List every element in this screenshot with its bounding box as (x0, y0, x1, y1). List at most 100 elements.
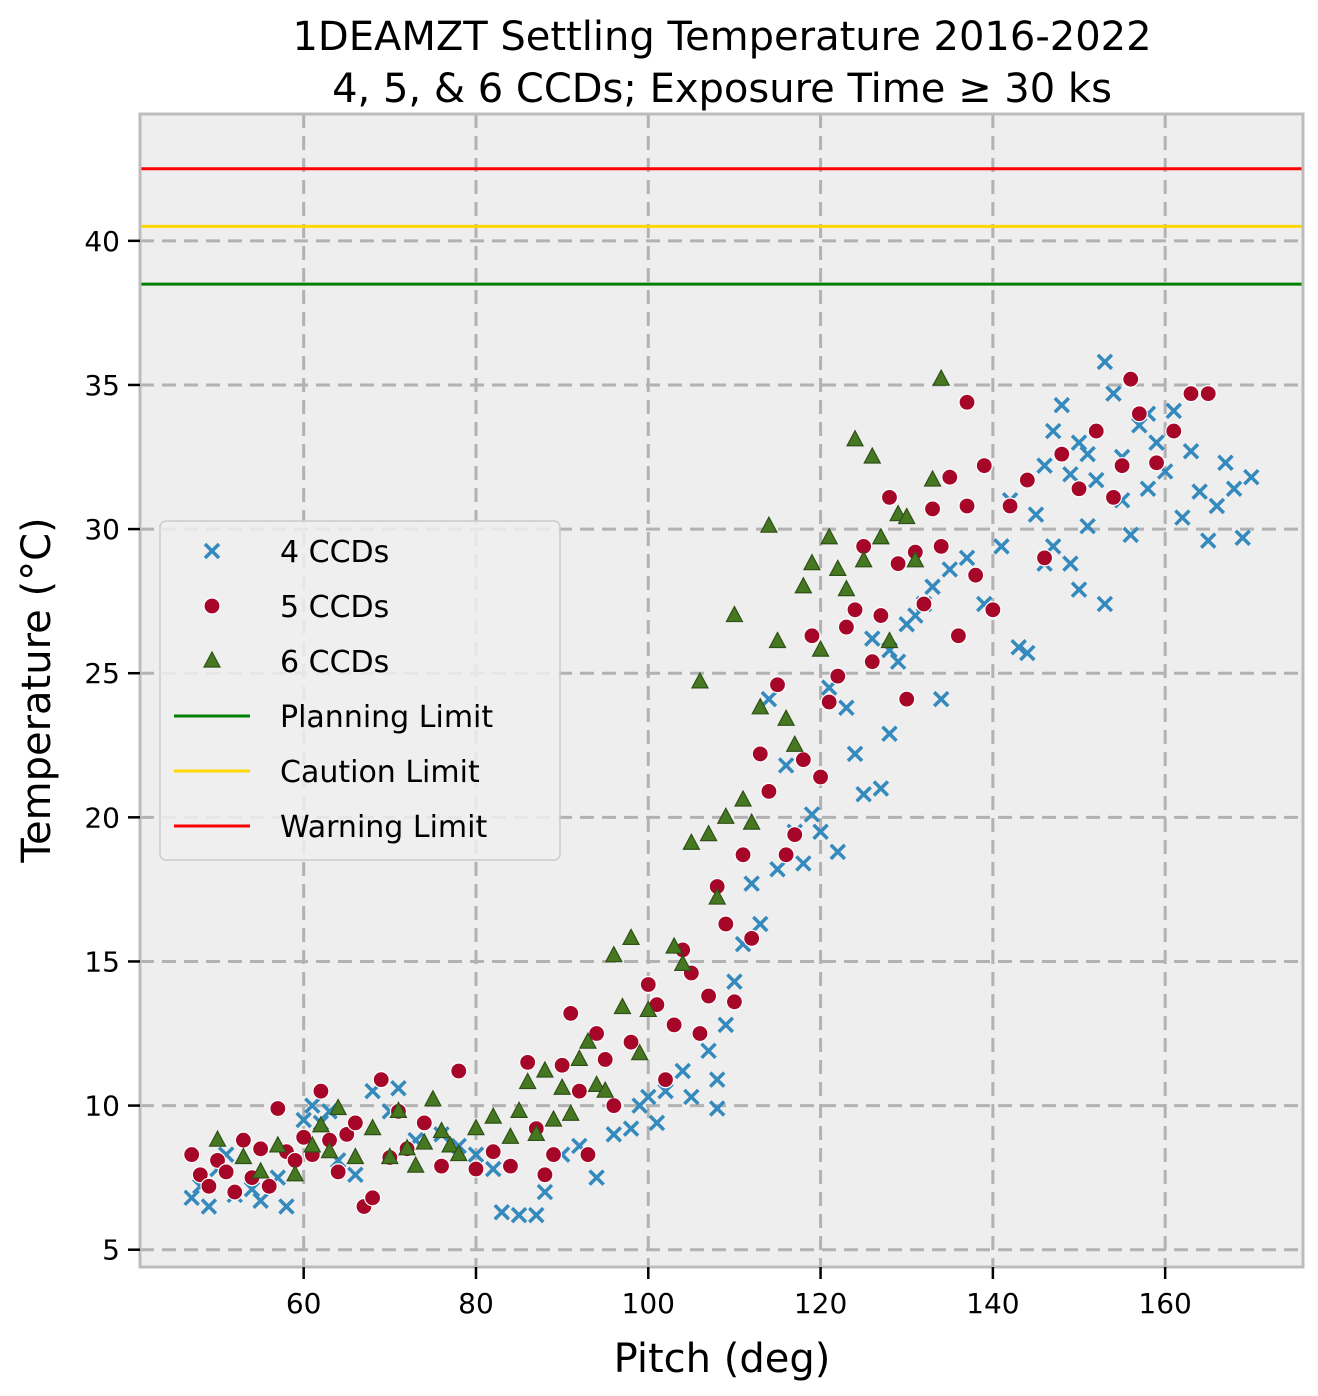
point-6ccd (716, 807, 735, 824)
point-4ccd (278, 1198, 295, 1215)
point-5ccd (1182, 385, 1200, 403)
point-6ccd (251, 1161, 270, 1179)
point-6ccd (510, 1101, 529, 1118)
point-6ccd (561, 1103, 580, 1121)
point-4ccd (1165, 402, 1183, 420)
point-6ccd (613, 997, 632, 1015)
point-5ccd (346, 1114, 364, 1132)
point-6ccd (234, 1147, 253, 1165)
point-5ccd (622, 1033, 640, 1051)
point-4ccd (1079, 445, 1096, 463)
point-6ccd (320, 1141, 339, 1159)
point-5ccd (1147, 454, 1166, 472)
point-4ccd (467, 1146, 485, 1163)
x-tick-label: 140 (966, 1287, 1019, 1320)
point-4ccd (528, 1206, 545, 1224)
point-5ccd (786, 826, 804, 844)
point-5ccd (191, 1166, 209, 1184)
point-4ccd (1019, 644, 1036, 662)
point-4ccd (881, 725, 898, 742)
legend-label: 6 CCDs (280, 645, 389, 680)
point-4ccd (252, 1192, 269, 1209)
point-6ccd (346, 1147, 365, 1165)
point-6ccd (630, 1043, 649, 1061)
point-4ccd (1088, 471, 1105, 489)
point-5ccd (958, 393, 976, 411)
point-6ccd (794, 576, 813, 594)
point-4ccd (838, 699, 855, 717)
point-5ccd (734, 846, 752, 864)
point-5ccd (837, 618, 856, 636)
point-4ccd (1053, 396, 1071, 414)
legend-box (159, 520, 561, 861)
legend-marker (203, 597, 221, 615)
point-5ccd (829, 667, 847, 685)
point-6ccd (828, 559, 847, 577)
point-6ccd (303, 1135, 322, 1153)
point-4ccd (700, 1042, 717, 1060)
point-4ccd (795, 855, 812, 872)
point-6ccd (932, 368, 951, 386)
point-4ccd (924, 578, 941, 595)
point-4ccd (1044, 422, 1062, 440)
point-5ccd (484, 1143, 502, 1161)
point-4ccd (1225, 480, 1243, 497)
point-6ccd (553, 1078, 572, 1095)
point-5ccd (1165, 422, 1183, 440)
point-6ccd (639, 1000, 658, 1018)
point-6ccd (725, 605, 744, 623)
x-tick-label: 80 (458, 1287, 494, 1320)
point-6ccd (811, 639, 830, 657)
point-4ccd (1096, 353, 1114, 371)
point-6ccd (604, 945, 623, 963)
legend-label: Warning Limit (280, 810, 487, 845)
point-6ccd (570, 1049, 589, 1067)
point-5ccd (234, 1131, 252, 1149)
legend-label: 4 CCDs (280, 535, 389, 570)
point-4ccd (769, 860, 786, 878)
point-4ccd (872, 780, 890, 797)
legend: 4 CCDs 5 CCDs 6 CCDs Planning Limit Caution … (159, 520, 561, 861)
point-5ccd (984, 601, 1002, 619)
point-6ccd (484, 1106, 503, 1124)
point-5ccd (811, 768, 830, 786)
point-4ccd (1208, 497, 1226, 515)
point-6ccd (208, 1129, 227, 1147)
point-6ccd (854, 550, 873, 568)
point-5ccd (596, 1050, 614, 1069)
point-5ccd (208, 1151, 227, 1169)
point-4ccd (958, 549, 976, 567)
x-axis-label: Pitch (deg) (614, 1336, 831, 1382)
point-4ccd (717, 1016, 735, 1034)
point-6ccd (527, 1124, 546, 1142)
point-6ccd (751, 697, 770, 715)
point-5ccd (1113, 457, 1131, 475)
point-6ccd (906, 550, 925, 568)
point-4ccd (304, 1097, 321, 1114)
point-6ccd (837, 579, 856, 597)
point-5ccd (958, 497, 976, 515)
point-5ccd (656, 1071, 675, 1089)
point-6ccd (587, 1075, 606, 1093)
point-4ccd (1199, 532, 1217, 549)
point-6ccd (596, 1080, 615, 1098)
point-5ccd (872, 606, 890, 625)
point-5ccd (846, 601, 864, 619)
point-5ccd (450, 1062, 468, 1080)
point-6ccd (329, 1098, 348, 1116)
point-5ccd (312, 1082, 330, 1100)
point-4ccd (846, 745, 864, 763)
point-4ccd (1139, 480, 1157, 497)
point-5ccd (941, 468, 959, 486)
point-5ccd (820, 693, 838, 711)
point-5ccd (717, 915, 735, 933)
point-5ccd (364, 1189, 382, 1207)
point-5ccd (519, 1053, 537, 1071)
point-6ccd (768, 631, 787, 649)
x-tick-label: 100 (622, 1287, 675, 1320)
point-4ccd (510, 1206, 528, 1224)
point-6ccd (501, 1127, 520, 1144)
point-4ccd (812, 823, 829, 840)
point-6ccd (759, 515, 778, 533)
legend-label: Planning Limit (280, 700, 493, 735)
